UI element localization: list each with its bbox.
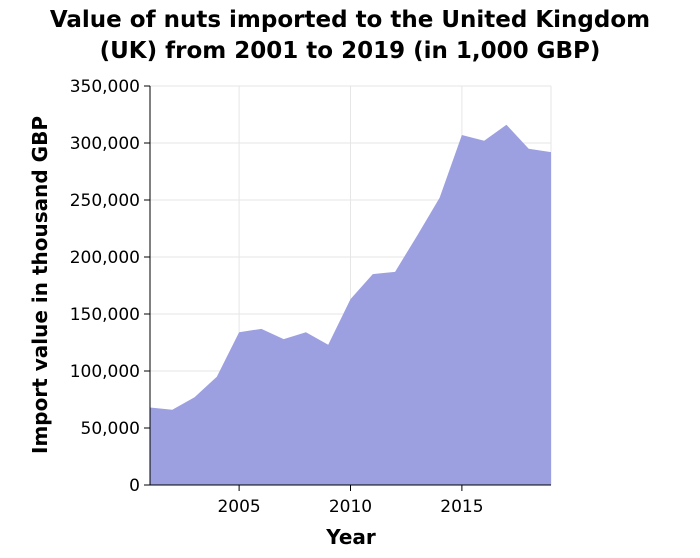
y-tick-label-3: 150,000: [70, 305, 140, 325]
x-tick-label-1: 2010: [329, 497, 372, 517]
axes: 0 50,000 100,000 150,000 200,000 250,000 300,0…: [70, 77, 551, 517]
y-axis-label: Import value in thousand GBP: [28, 116, 52, 454]
x-tick-label-0: 2005: [217, 497, 260, 517]
y-tick-label-0: 0: [129, 476, 140, 496]
chart-title-line-1: Value of nuts imported to the United Kin…: [50, 7, 650, 33]
y-tick-label-4: 200,000: [70, 248, 140, 268]
x-tick-label-2: 2015: [440, 497, 483, 517]
y-tick-label-1: 50,000: [81, 419, 140, 439]
y-tick-label-5: 250,000: [70, 191, 140, 211]
chart-title-line-2: (UK) from 2001 to 2019 (in 1,000 GBP): [100, 38, 601, 64]
y-tick-label-7: 350,000: [70, 77, 140, 97]
area-fill: [150, 124, 551, 485]
y-tick-label-6: 300,000: [70, 134, 140, 154]
area-series: [150, 124, 551, 485]
x-axis-label: Year: [325, 525, 376, 549]
y-tick-label-2: 100,000: [70, 362, 140, 382]
